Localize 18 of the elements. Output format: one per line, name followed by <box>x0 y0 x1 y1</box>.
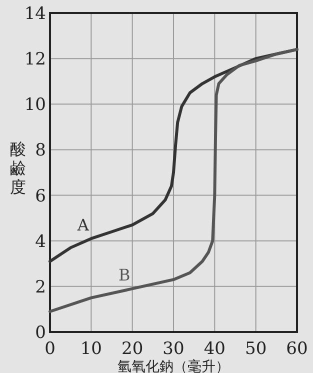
y-tick-label: 0 <box>35 323 46 343</box>
series-label: A <box>76 216 90 235</box>
y-tick-label: 4 <box>35 232 46 252</box>
x-tick-label: 60 <box>286 339 308 359</box>
x-tick-label: 40 <box>204 339 226 359</box>
x-tick-label: 30 <box>162 339 184 359</box>
x-tick-label: 10 <box>80 339 102 359</box>
y-tick-label: 8 <box>35 140 46 161</box>
y-tick-label: 14 <box>24 4 46 24</box>
y-tick-label: 6 <box>35 186 46 206</box>
series-label: B <box>118 266 130 285</box>
y-tick-label: 12 <box>24 50 46 70</box>
line-series <box>48 48 298 313</box>
y-tick-label: 2 <box>35 277 46 298</box>
x-tick-label: 20 <box>122 339 144 359</box>
y-tick-label: 10 <box>24 95 46 116</box>
x-tick-label: 50 <box>245 339 267 359</box>
y-axis-title: 酸鹼度 <box>10 140 26 196</box>
